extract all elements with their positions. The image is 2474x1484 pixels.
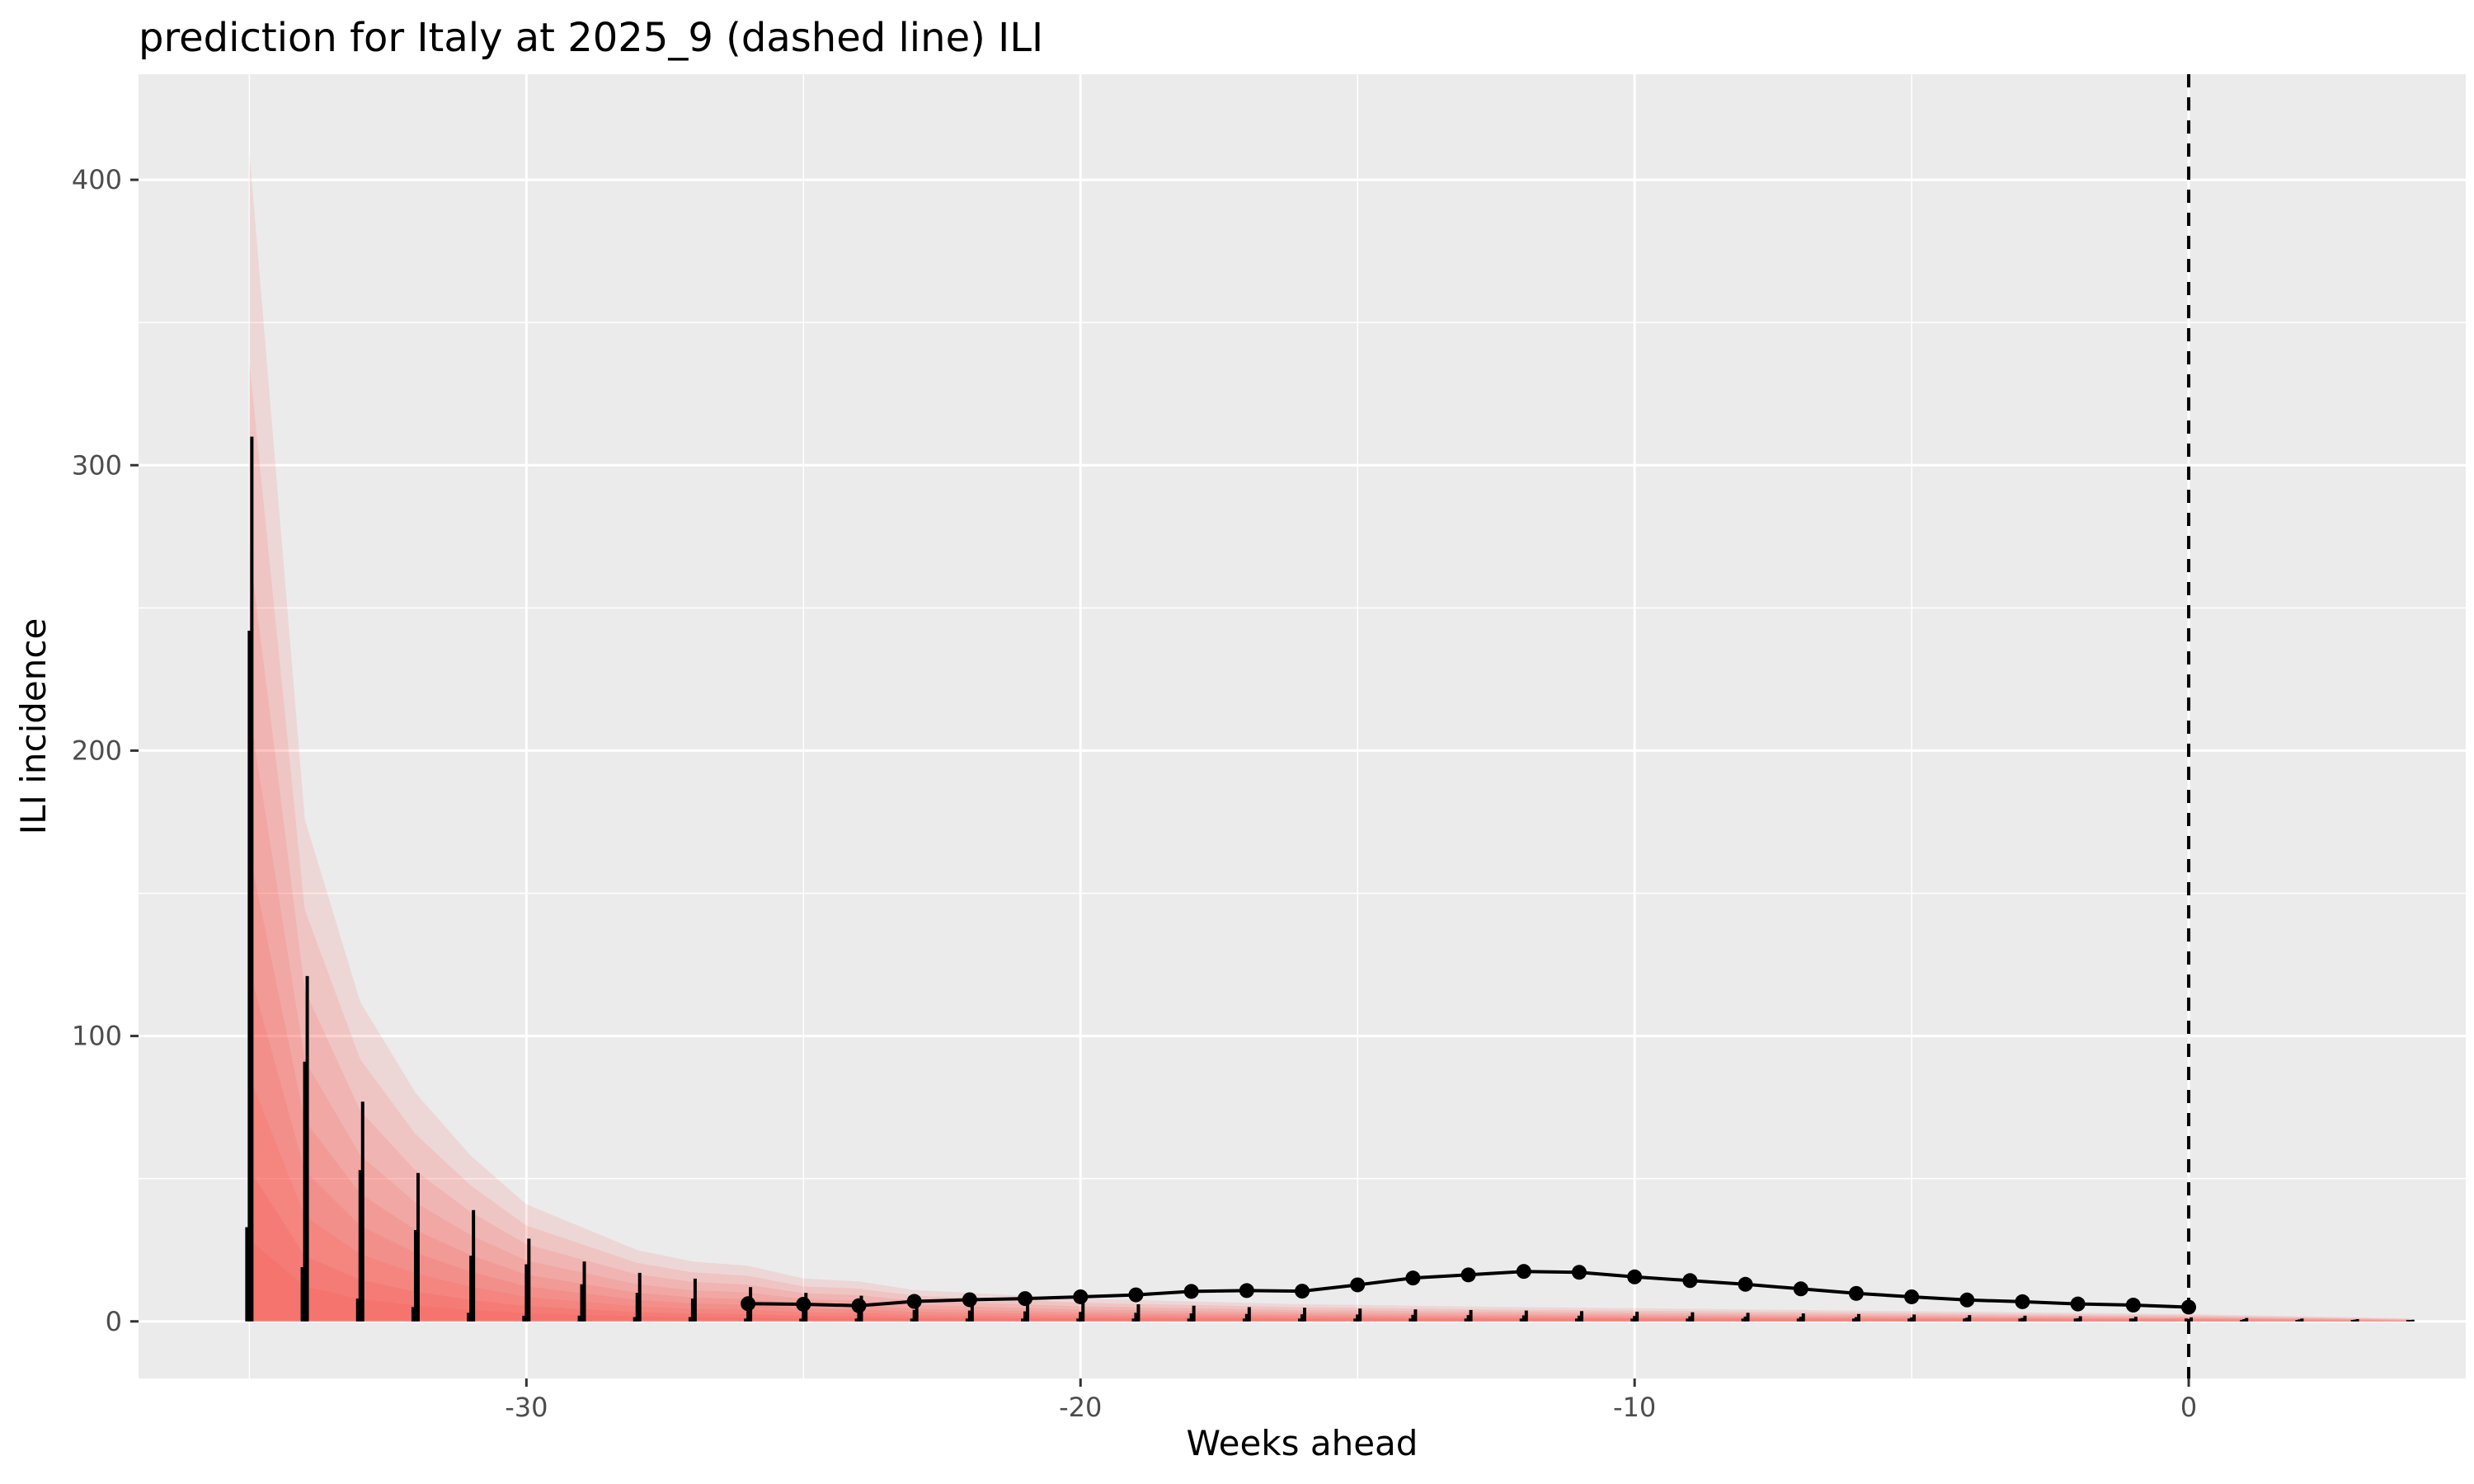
observed-point (851, 1298, 867, 1313)
observed-point (906, 1294, 922, 1309)
forecast-band (249, 1075, 2411, 1322)
observed-point (796, 1296, 811, 1312)
forecast-band (249, 549, 2411, 1322)
observed-point (2125, 1298, 2141, 1313)
observed-point (1571, 1265, 1587, 1280)
observed-point (1793, 1281, 1808, 1297)
y-tick-label: 400 (72, 164, 122, 195)
observed-point (1405, 1270, 1421, 1286)
observed-point (2181, 1299, 2197, 1315)
observed-point (2070, 1296, 2086, 1312)
observed-point (1738, 1276, 1753, 1292)
observed-point (1183, 1284, 1199, 1299)
x-tick-label: -10 (1613, 1392, 1656, 1423)
observed-point (1627, 1269, 1643, 1284)
observed-point (741, 1296, 756, 1312)
y-tick-label: 200 (72, 735, 122, 766)
observed-point (2015, 1294, 2030, 1309)
forecast-band (249, 1239, 2411, 1322)
observed-point (1848, 1285, 1864, 1301)
forecast-band (249, 712, 2411, 1322)
observed-point (962, 1292, 977, 1308)
forecast-band (249, 361, 2411, 1322)
observed-series (741, 1264, 2197, 1315)
y-axis: 0 100 200 300 400 (72, 164, 139, 1337)
observed-point (1516, 1264, 1531, 1280)
y-tick-label: 100 (72, 1021, 122, 1052)
grid-major (139, 74, 2466, 1378)
observed-point (1128, 1287, 1144, 1303)
observed-point (1073, 1289, 1089, 1304)
observed-point (1460, 1267, 1476, 1283)
observed-point (1350, 1277, 1366, 1293)
x-axis-label: Weeks ahead (1187, 1423, 1418, 1463)
y-tick-label: 0 (106, 1306, 122, 1337)
observed-point (1682, 1273, 1698, 1289)
x-tick-label: -20 (1059, 1392, 1102, 1423)
x-tick-label: -30 (505, 1392, 548, 1423)
forecast-band (249, 1169, 2411, 1322)
observed-point (1239, 1283, 1254, 1298)
chart-title: prediction for Italy at 2025_9 (dashed l… (139, 15, 1043, 61)
forecast-bars (245, 436, 2415, 1322)
forecast-band (249, 853, 2411, 1322)
forecast-band (249, 970, 2411, 1322)
forecast-bands (249, 151, 2411, 1322)
y-axis-label: ILI incidence (13, 618, 54, 835)
observed-point (1295, 1284, 1310, 1299)
x-axis: -30 -20 -10 0 (505, 1378, 2197, 1423)
x-tick-label: 0 (2180, 1392, 2197, 1423)
observed-point (1018, 1291, 1033, 1307)
observed-point (1959, 1292, 1975, 1308)
y-tick-label: 300 (72, 449, 122, 481)
forecast-band (249, 151, 2411, 1322)
observed-point (1904, 1289, 1920, 1304)
